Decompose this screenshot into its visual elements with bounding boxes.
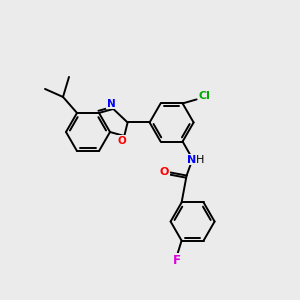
Text: N: N: [187, 154, 196, 164]
Text: F: F: [172, 254, 181, 267]
Text: H: H: [195, 154, 204, 164]
Text: O: O: [160, 167, 169, 176]
Text: N: N: [107, 99, 116, 109]
Text: Cl: Cl: [199, 92, 211, 101]
Text: O: O: [118, 136, 127, 146]
